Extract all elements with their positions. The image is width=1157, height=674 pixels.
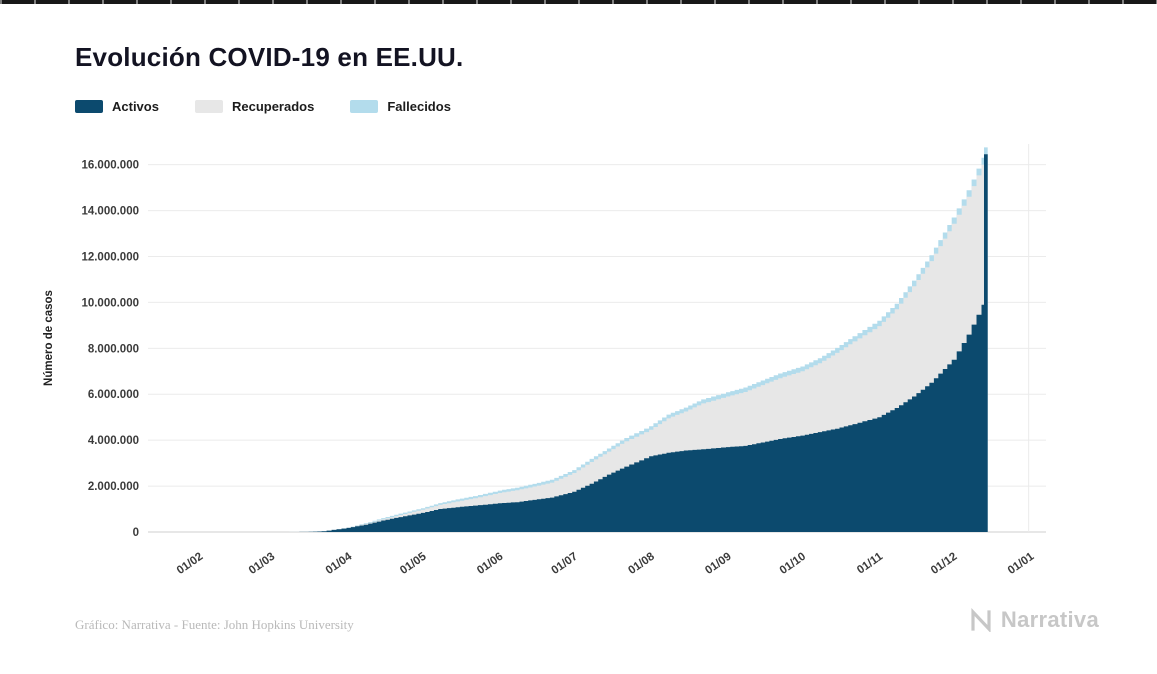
svg-text:01/09: 01/09	[703, 551, 733, 577]
svg-text:01/03: 01/03	[247, 551, 277, 577]
svg-text:01/12: 01/12	[929, 551, 959, 577]
legend-item-activos[interactable]: Activos	[75, 99, 159, 114]
legend-label-activos: Activos	[112, 99, 159, 114]
svg-text:01/05: 01/05	[398, 550, 429, 577]
narrativa-logo-text: Narrativa	[1000, 607, 1099, 632]
chart-title: Evolución COVID-19 en EE.UU.	[75, 42, 464, 72]
svg-text:6.000.000: 6.000.000	[88, 389, 139, 401]
legend-item-recuperados[interactable]: Recuperados	[194, 99, 315, 114]
legend-item-fallecidos[interactable]: Fallecidos	[350, 99, 451, 114]
narrativa-n-icon	[971, 608, 991, 632]
svg-text:12.000.000: 12.000.000	[81, 251, 139, 263]
svg-text:01/07: 01/07	[549, 551, 579, 577]
svg-text:14.000.000: 14.000.000	[81, 206, 139, 218]
svg-text:8.000.000: 8.000.000	[88, 343, 139, 355]
svg-text:01/02: 01/02	[175, 551, 205, 577]
svg-text:10.000.000: 10.000.000	[81, 297, 139, 309]
svg-text:0: 0	[133, 527, 139, 539]
legend-swatch-recuperados	[194, 100, 223, 113]
cropped-top-bar	[0, 0, 1157, 4]
legend-label-recuperados: Recuperados	[231, 99, 315, 114]
legend-swatch-activos	[75, 100, 103, 113]
svg-text:01/01: 01/01	[1006, 550, 1037, 577]
svg-text:01/11: 01/11	[855, 550, 885, 576]
legend-swatch-fallecidos	[350, 100, 379, 113]
svg-text:01/06: 01/06	[475, 551, 505, 577]
svg-text:01/04: 01/04	[324, 550, 355, 577]
chart-credit: Gráfico: Narrativa - Fuente: John Hopkin…	[75, 617, 354, 632]
footer: Gráfico: Narrativa - Fuente: John Hopkin…	[0, 603, 1157, 633]
svg-text:01/10: 01/10	[778, 551, 808, 577]
legend: Activos Recuperados Fallecidos	[75, 99, 1157, 114]
svg-text:Número de casos: Número de casos	[43, 290, 55, 386]
svg-text:4.000.000: 4.000.000	[88, 435, 139, 447]
svg-text:16.000.000: 16.000.000	[81, 160, 139, 172]
svg-text:01/08: 01/08	[626, 550, 657, 577]
narrativa-logo: Narrativa	[970, 607, 1099, 633]
legend-label-fallecidos: Fallecidos	[387, 99, 451, 114]
chart-area: 0 2.000.000 4.000.000 6.000.000 8.000.000 10.…	[0, 128, 1157, 603]
chart-svg: 0 2.000.000 4.000.000 6.000.000 8.000.000 10.…	[43, 144, 1046, 577]
svg-text:2.000.000: 2.000.000	[88, 481, 139, 493]
